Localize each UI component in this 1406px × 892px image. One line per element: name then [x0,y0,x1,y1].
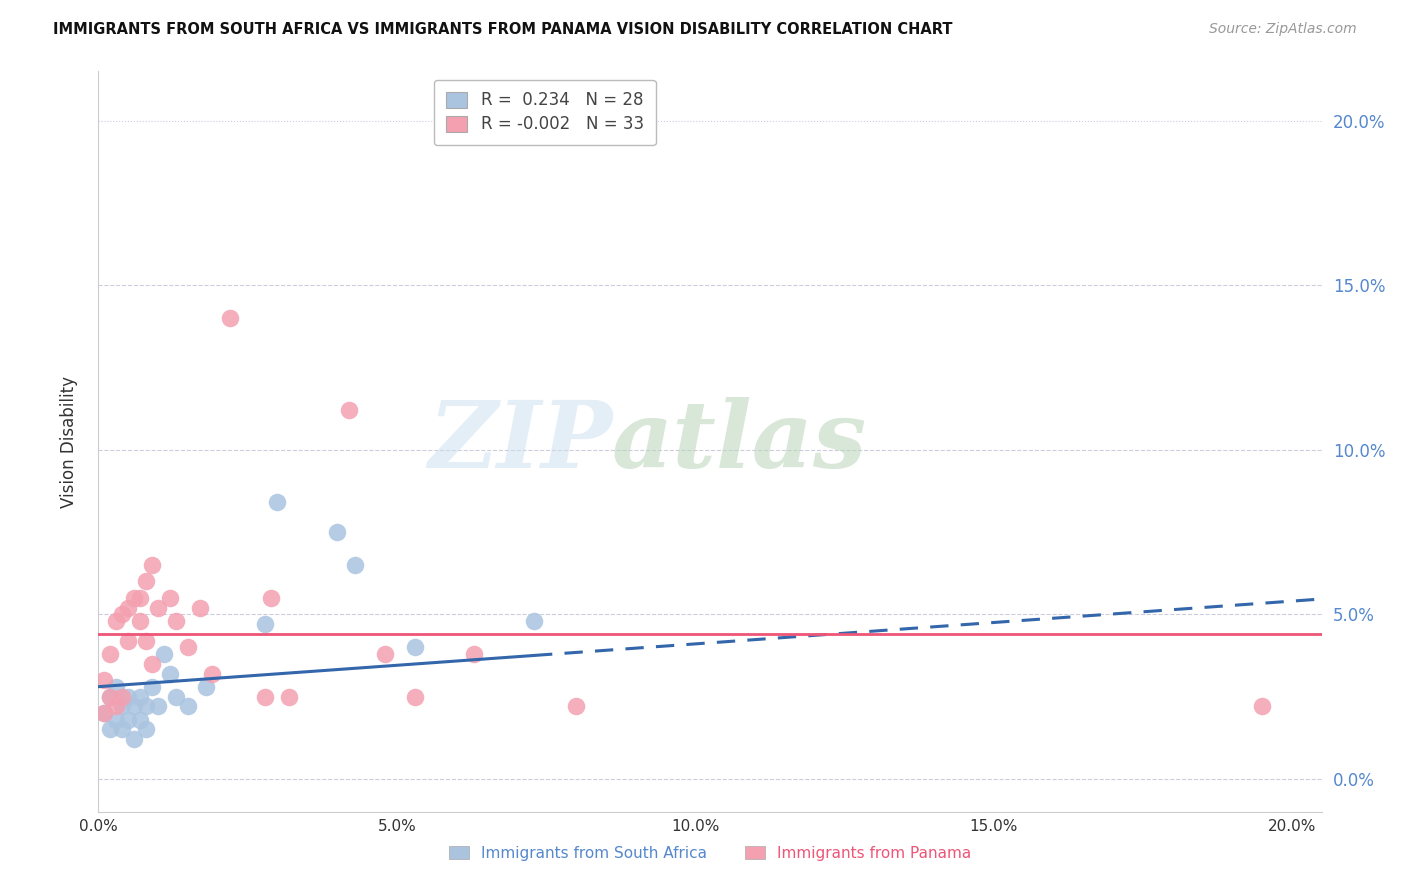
Point [404,690,426,704]
Point [135,699,157,714]
Point [105,614,128,628]
Point [523,614,546,628]
Point [93,706,115,720]
Point [266,495,288,509]
Text: IMMIGRANTS FROM SOUTH AFRICA VS IMMIGRANTS FROM PANAMA VISION DISABILITY CORRELA: IMMIGRANTS FROM SOUTH AFRICA VS IMMIGRAN… [53,22,953,37]
Point [129,614,152,628]
Point [135,633,157,648]
Point [111,607,134,622]
Point [135,574,157,589]
Point [98,690,121,704]
Point [93,673,115,687]
Point [111,690,134,704]
Point [1251,699,1274,714]
Point [117,600,139,615]
Point [98,647,121,661]
Point [105,713,128,727]
Text: Source: ZipAtlas.com: Source: ZipAtlas.com [1209,22,1357,37]
Point [122,699,145,714]
Point [122,591,145,605]
Point [337,403,360,417]
Point [254,617,277,632]
Point [343,558,366,572]
Point [117,690,139,704]
Point [111,723,134,737]
Point [159,666,181,681]
Point [260,591,283,605]
Text: ZIP: ZIP [427,397,612,486]
Point [218,311,240,326]
Point [141,657,163,671]
Point [165,690,187,704]
Point [98,723,121,737]
Point [129,690,152,704]
Point [254,690,277,704]
Text: atlas: atlas [612,397,868,486]
Point [326,524,349,539]
Point [188,600,211,615]
Point [159,591,181,605]
Point [153,647,176,661]
Point [105,699,128,714]
Point [194,680,217,694]
Point [135,723,157,737]
Point [117,713,139,727]
Point [463,647,485,661]
Point [141,558,163,572]
Point [278,690,301,704]
Point [565,699,588,714]
Point [129,713,152,727]
Point [117,633,139,648]
Point [93,706,115,720]
Point [177,699,200,714]
Point [141,680,163,694]
Point [129,591,152,605]
Point [122,732,145,747]
Point [165,614,187,628]
Point [146,600,169,615]
Point [105,680,128,694]
Point [146,699,169,714]
Y-axis label: Vision Disability: Vision Disability [59,376,77,508]
Point [404,640,426,655]
Point [374,647,396,661]
Point [111,699,134,714]
Legend: Immigrants from South Africa, Immigrants from Panama: Immigrants from South Africa, Immigrants… [443,839,977,867]
Point [98,690,121,704]
Point [177,640,200,655]
Point [201,666,224,681]
